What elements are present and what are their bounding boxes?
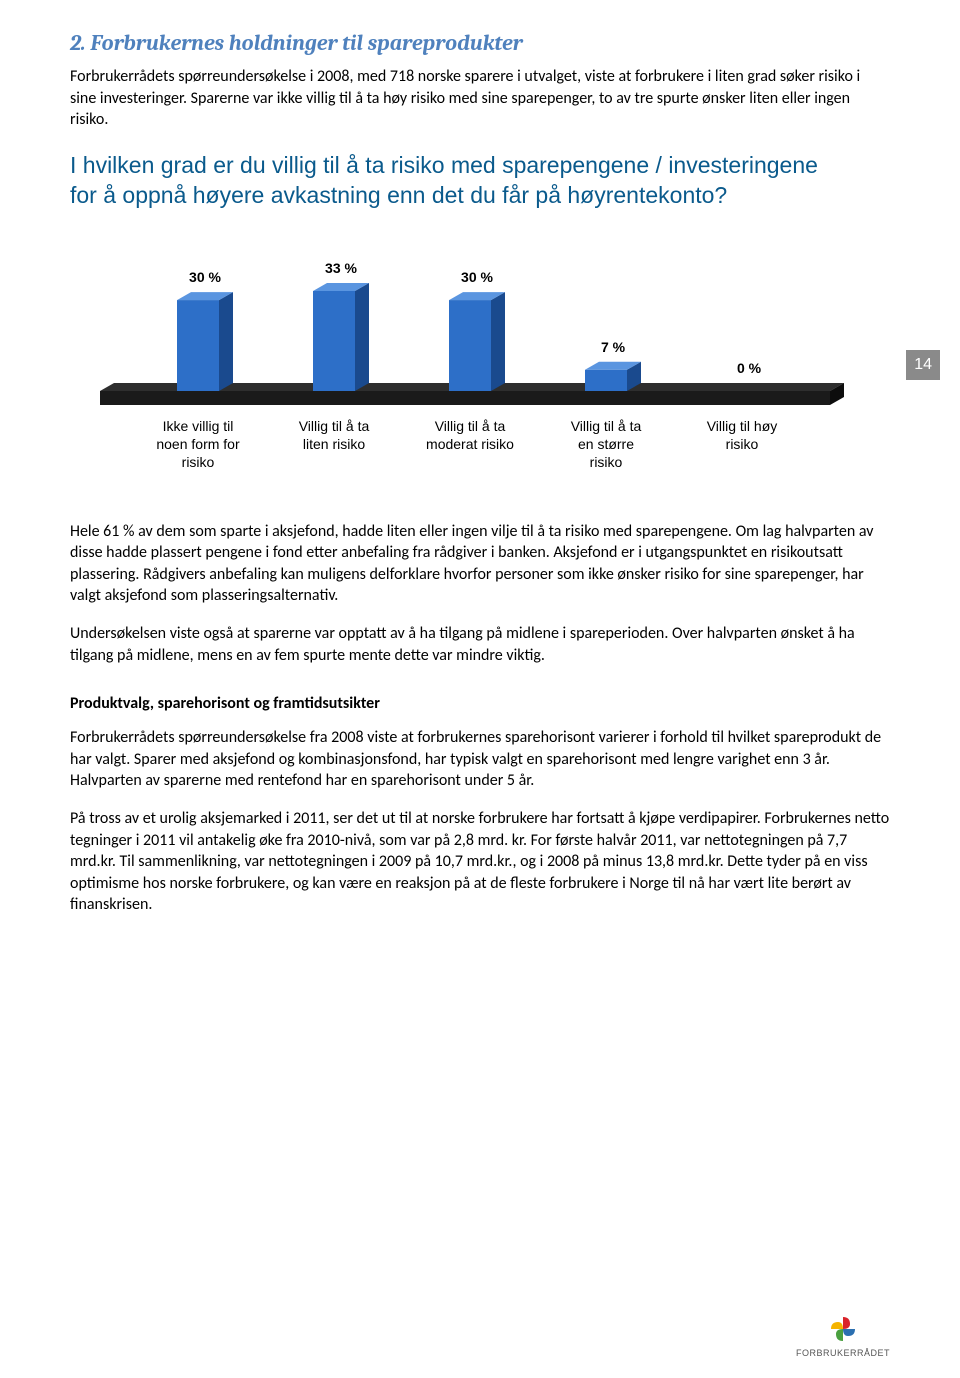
svg-text:risiko: risiko [182, 454, 215, 470]
svg-text:Villig til høy: Villig til høy [707, 418, 778, 434]
svg-text:7 %: 7 % [601, 338, 626, 354]
svg-text:Villig til å ta: Villig til å ta [299, 418, 370, 434]
svg-text:30 %: 30 % [461, 269, 493, 285]
svg-text:noen form for: noen form for [156, 436, 240, 452]
svg-text:moderat risiko: moderat risiko [426, 436, 514, 452]
paragraph-5: På tross av et urolig aksjemarked i 2011… [70, 808, 890, 916]
subheading: Produktvalg, sparehorisont og framtidsut… [70, 694, 890, 713]
svg-text:33 %: 33 % [325, 260, 357, 276]
svg-text:en større: en større [578, 436, 634, 452]
paragraph-3: Undersøkelsen viste også at sparerne var… [70, 623, 890, 666]
svg-text:Villig til å ta: Villig til å ta [435, 418, 506, 434]
section-heading: 2. Forbrukernes holdninger til spareprod… [70, 30, 890, 56]
logo-icon [823, 1312, 863, 1346]
footer-brand: FORBRUKERRÅDET [796, 1348, 890, 1358]
svg-text:Ikke villig til: Ikke villig til [163, 418, 234, 434]
footer-logo: FORBRUKERRÅDET [796, 1312, 890, 1358]
page-number-badge: 14 [906, 350, 940, 380]
intro-paragraph: Forbrukerrådets spørreundersøkelse i 200… [70, 66, 890, 131]
paragraph-2: Hele 61 % av dem som sparte i aksjefond,… [70, 521, 890, 607]
svg-text:risiko: risiko [726, 436, 759, 452]
svg-text:Villig til å ta: Villig til å ta [571, 418, 642, 434]
chart-svg: 30 % Ikke villig til noen form for risiko 33… [70, 231, 850, 491]
risk-chart: I hvilken grad er du villig til å ta ris… [70, 151, 850, 491]
svg-text:risiko: risiko [590, 454, 623, 470]
svg-text:30 %: 30 % [189, 269, 221, 285]
paragraph-4: Forbrukerrådets spørreundersøkelse fra 2… [70, 727, 890, 792]
chart-title: I hvilken grad er du villig til å ta ris… [70, 151, 850, 211]
svg-text:0 %: 0 % [737, 360, 762, 376]
svg-text:liten risiko: liten risiko [303, 436, 365, 452]
